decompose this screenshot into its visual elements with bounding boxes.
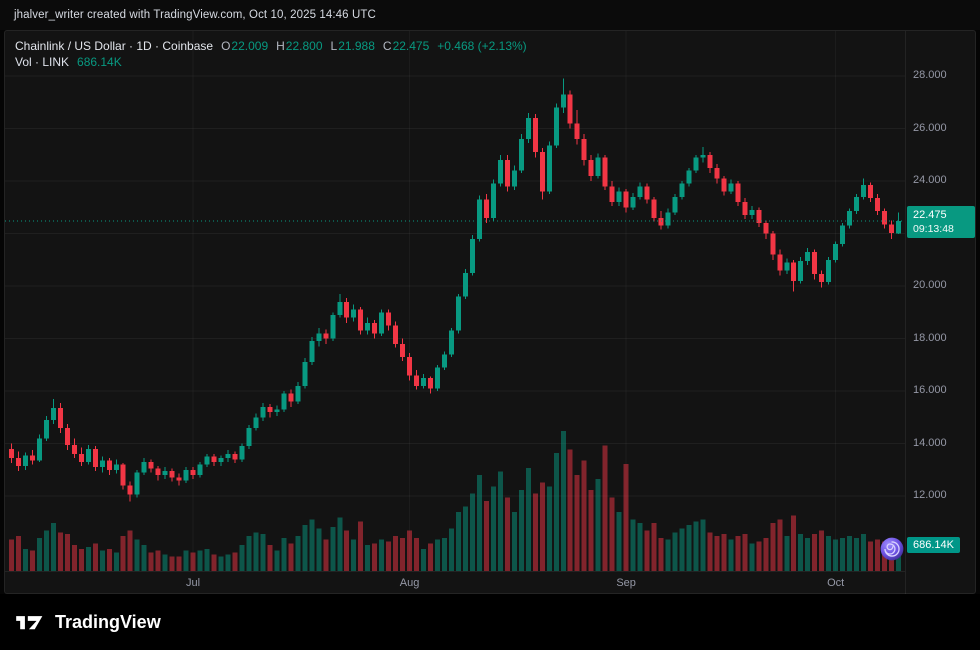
symbol-title[interactable]: Chainlink / US Dollar · 1D · Coinbase: [15, 39, 214, 53]
time-label: Oct: [827, 577, 845, 589]
price-label: 20.000: [913, 279, 947, 291]
footer-bar: TradingView: [0, 594, 980, 650]
price-label: 18.000: [913, 331, 947, 344]
attribution-bar: jhalver_writer created with TradingView.…: [0, 0, 980, 30]
volume-badge: 686.14K: [907, 536, 960, 553]
price-label: 24.000: [913, 174, 947, 186]
price-label: 26.000: [913, 121, 947, 134]
last-price-value: 22.475: [913, 209, 947, 222]
change-value: +0.468 (+2.13%): [437, 39, 527, 53]
ohlc-high: H 22.800: [276, 39, 323, 53]
time-label: Jul: [186, 577, 201, 589]
ohlc-close: C 22.475: [382, 39, 430, 53]
price-label: 28.000: [913, 69, 947, 81]
attribution-text: jhalver_writer created with TradingView.…: [14, 9, 376, 21]
ohlc-low: L 21.988: [330, 39, 375, 53]
sticker-icon: [879, 536, 905, 562]
price-scale[interactable]: 22.475 09:13:48 686.14K 28.000 26.000 24.0…: [905, 31, 976, 594]
price-label: 12.000: [913, 489, 947, 501]
volume-label: Vol · LINK: [15, 55, 70, 69]
price-label: 16.000: [913, 384, 947, 396]
time-label: Aug: [399, 577, 420, 589]
tradingview-logo[interactable]: TradingView: [14, 610, 161, 634]
volume-value: 686.14K: [77, 55, 122, 69]
ohlc-open: O 22.009: [221, 39, 269, 53]
time-scale[interactable]: Jul Aug Sep Oct: [5, 571, 905, 595]
last-price-badge: 22.475 09:13:48: [907, 206, 975, 239]
bar-countdown: 09:13:48: [913, 223, 954, 236]
tradingview-logo-icon: [16, 616, 43, 630]
price-label: 14.000: [913, 436, 947, 449]
time-label: Sep: [616, 577, 636, 589]
brand-name: TradingView: [55, 611, 161, 632]
candlestick-chart[interactable]: [5, 31, 905, 571]
